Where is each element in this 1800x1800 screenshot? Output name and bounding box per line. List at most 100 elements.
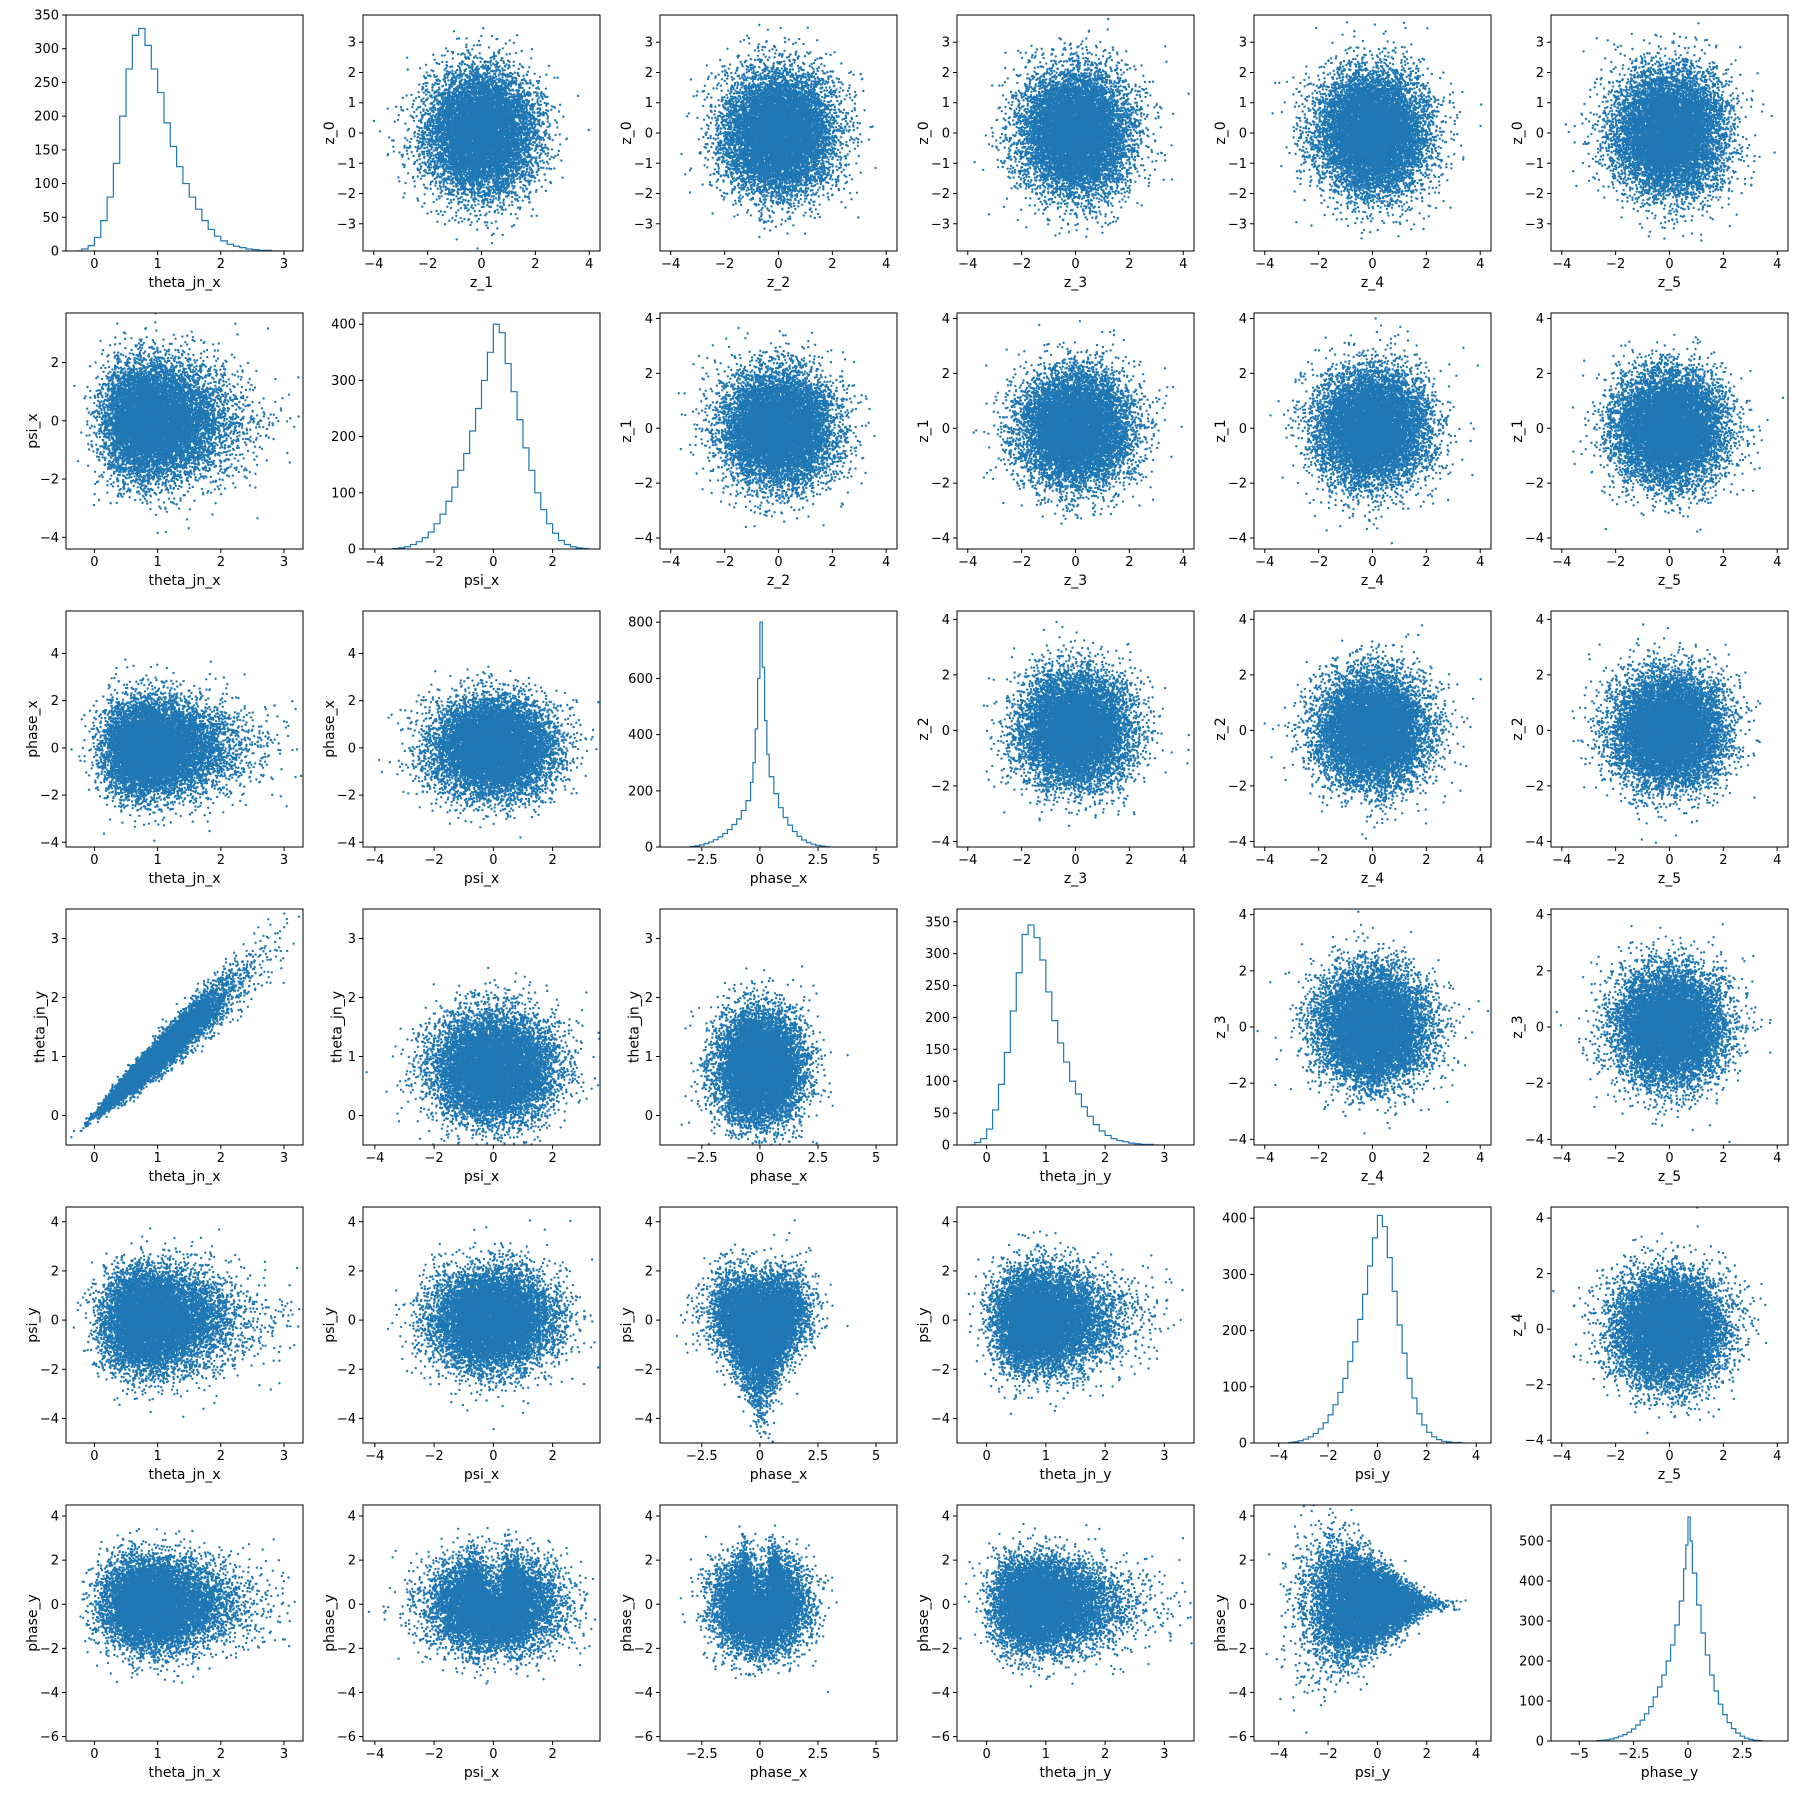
y-tick-label: 1 — [645, 1050, 653, 1065]
x-tick-label: 2 — [217, 1151, 225, 1166]
x-tick-label: −2 — [1012, 555, 1031, 570]
y-tick-label: 200 — [628, 784, 653, 799]
x-tick-label: 4 — [1773, 1449, 1781, 1464]
panel-r5-c0: 0 1 2 3 −6 −4 −2 0 2 4 theta_jn_x phase_y — [25, 1504, 304, 1781]
x-tick-label: 0 — [1665, 555, 1673, 570]
y-tick-label: −3 — [1228, 217, 1247, 232]
x-tick-label: 4 — [1472, 1747, 1480, 1762]
y-tick-label: 4 — [645, 312, 653, 327]
x-axis-label: theta_jn_x — [148, 1765, 220, 1781]
y-tick-label: 600 — [628, 672, 653, 687]
y-axis-label: phase_y — [619, 1594, 635, 1652]
y-axis-label: z_3 — [1213, 1015, 1229, 1038]
x-tick-label: 0 — [1665, 853, 1673, 868]
y-tick-label: 200 — [331, 430, 356, 445]
x-tick-label: 2.5 — [808, 1151, 829, 1166]
panel-r1-c3: −4 −2 0 2 4 −4 −2 0 2 4 z_3 z_1 — [916, 312, 1195, 589]
y-tick-label: 2 — [51, 991, 59, 1006]
y-tick-label: 3 — [1239, 36, 1247, 51]
y-axis-label: z_2 — [1510, 717, 1526, 740]
y-tick-label: −3 — [931, 217, 950, 232]
y-tick-label: 0 — [348, 741, 356, 756]
y-axis-label: z_0 — [322, 121, 338, 144]
x-tick-label: 2 — [1719, 555, 1727, 570]
x-tick-label: 1 — [1042, 1747, 1050, 1762]
y-tick-label: −4 — [1228, 1686, 1247, 1701]
y-tick-label: 2 — [942, 1264, 950, 1279]
axes-frame — [956, 1206, 1195, 1444]
y-tick-label: 350 — [925, 915, 950, 930]
x-tick-label: 4 — [882, 257, 890, 272]
y-tick-label: 0 — [51, 1598, 59, 1613]
x-tick-label: 0 — [1665, 1449, 1673, 1464]
y-tick-label: 800 — [628, 616, 653, 631]
y-tick-label: −4 — [931, 835, 950, 850]
y-tick-label: 3 — [645, 932, 653, 947]
x-tick-label: 3 — [280, 853, 288, 868]
x-tick-label: 3 — [280, 257, 288, 272]
scatter-points-z_4-vs-z_1 — [1269, 317, 1480, 545]
y-tick-label: −2 — [634, 1363, 653, 1378]
x-tick-label: 4 — [1476, 555, 1484, 570]
x-tick-label: 2 — [1719, 1449, 1727, 1464]
scatter-points-phase_x-vs-theta_jn_y — [680, 965, 849, 1145]
scatter-points-psi_y-vs-phase_y — [1265, 1505, 1467, 1734]
y-tick-label: 1 — [1239, 96, 1247, 111]
y-tick-label: 4 — [348, 1510, 356, 1525]
y-axis-label: z_0 — [619, 121, 635, 144]
x-tick-label: 0 — [982, 1747, 990, 1762]
scatter-points-z_5-vs-z_4 — [1552, 1207, 1768, 1435]
y-axis-label: z_0 — [1510, 121, 1526, 144]
y-tick-label: 2 — [942, 66, 950, 81]
y-tick-label: 2 — [942, 668, 950, 683]
y-tick-label: −4 — [931, 1686, 950, 1701]
x-tick-label: 0 — [756, 1747, 764, 1762]
y-tick-label: 300 — [1222, 1268, 1247, 1283]
y-tick-label: 500 — [1519, 1535, 1544, 1550]
y-tick-label: 0 — [348, 1109, 356, 1124]
y-tick-label: 2 — [51, 694, 59, 709]
panel-r3-c0: 0 1 2 3 0 1 2 3 theta_jn_x theta_jn_y — [33, 908, 304, 1185]
y-tick-label: 0 — [1239, 1598, 1247, 1613]
scatter-points-theta_jn_y-vs-psi_y — [967, 1230, 1184, 1415]
x-tick-label: 4 — [1476, 257, 1484, 272]
scatter-points-phase_x-vs-psi_y — [675, 1219, 849, 1443]
scatter-points-z_5-vs-z_0 — [1564, 22, 1776, 242]
y-tick-label: 1 — [348, 1050, 356, 1065]
x-tick-label: −4 — [1552, 1449, 1571, 1464]
x-axis-label: z_1 — [470, 275, 493, 291]
y-tick-label: 1 — [645, 96, 653, 111]
x-tick-label: 5 — [872, 1747, 880, 1762]
y-axis-label: z_0 — [1213, 121, 1229, 144]
x-tick-label: 1 — [153, 555, 161, 570]
y-tick-label: −4 — [40, 1686, 59, 1701]
y-tick-label: 0 — [1536, 1021, 1544, 1036]
scatter-points-z_5-vs-z_1 — [1571, 333, 1785, 533]
x-tick-label: 2.5 — [808, 853, 829, 868]
y-tick-label: −4 — [634, 1412, 653, 1427]
x-tick-label: −4 — [1269, 1747, 1288, 1762]
x-tick-label: 0 — [1684, 1747, 1692, 1762]
panel-r0-c2: −4 −2 0 2 4 −3 −2 −1 0 1 2 3 z_2 z_0 — [619, 14, 898, 291]
x-tick-label: 3 — [1160, 1449, 1168, 1464]
x-axis-label: theta_jn_x — [148, 1169, 220, 1185]
axes-frame — [362, 1206, 601, 1444]
y-tick-label: 400 — [1222, 1212, 1247, 1227]
x-tick-label: 2 — [217, 555, 225, 570]
panel-r0-c5: −4 −2 0 2 4 −3 −2 −1 0 1 2 3 z_5 z_0 — [1510, 14, 1789, 291]
y-tick-label: 0 — [645, 422, 653, 437]
y-tick-label: −4 — [337, 1412, 356, 1427]
y-tick-label: −2 — [1228, 187, 1247, 202]
y-tick-label: 0 — [942, 1139, 950, 1154]
panel-r0-c1: −4 −2 0 2 4 −3 −2 −1 0 1 2 3 z_1 z_0 — [322, 14, 601, 291]
y-axis-label: phase_y — [1213, 1594, 1229, 1652]
x-tick-label: 2 — [217, 853, 225, 868]
x-tick-label: −2.5 — [686, 853, 718, 868]
x-axis-label: phase_y — [1641, 1765, 1699, 1781]
scatter-points-z_4-vs-z_2 — [1263, 624, 1482, 840]
y-tick-label: 0 — [1239, 127, 1247, 142]
y-tick-label: −4 — [337, 1686, 356, 1701]
axes-frame — [659, 908, 898, 1146]
x-tick-label: 5 — [872, 853, 880, 868]
y-tick-label: −4 — [1525, 1434, 1544, 1449]
